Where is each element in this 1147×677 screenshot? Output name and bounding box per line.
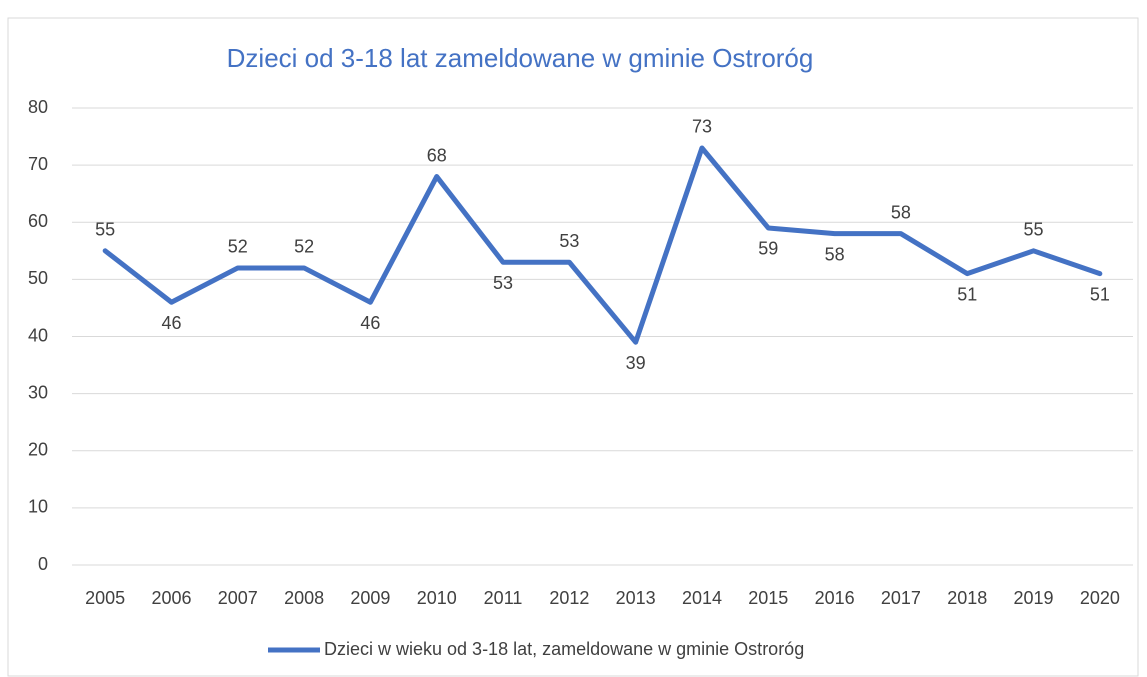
data-label: 53 [493,273,513,293]
y-tick-label: 60 [28,211,48,231]
x-tick-label: 2012 [549,588,589,608]
x-tick-label: 2018 [947,588,987,608]
x-tick-label: 2016 [815,588,855,608]
y-tick-label: 70 [28,154,48,174]
x-tick-label: 2014 [682,588,722,608]
x-tick-label: 2006 [151,588,191,608]
data-label: 68 [427,145,447,165]
data-label: 58 [825,244,845,264]
chart-border [7,17,1139,677]
data-label: 52 [228,237,248,257]
y-tick-label: 40 [28,325,48,345]
line-series [102,145,1103,345]
chart-title: Dzieci od 3-18 lat zameldowane w gminie … [227,43,814,73]
x-tick-label: 2005 [85,588,125,608]
x-tick-label: 2009 [350,588,390,608]
y-tick-label: 0 [38,554,48,574]
x-tick-label: 2017 [881,588,921,608]
y-tick-label: 20 [28,440,48,460]
x-tick-label: 2019 [1014,588,1054,608]
x-tick-label: 2020 [1080,588,1120,608]
x-tick-label: 2011 [484,588,523,608]
data-label: 59 [758,239,778,259]
data-label: 53 [559,231,579,251]
legend-label: Dzieci w wieku od 3-18 lat, zameldowane … [324,639,804,659]
y-tick-label: 10 [28,497,48,517]
data-label: 52 [294,237,314,257]
data-label: 58 [891,202,911,222]
y-tick-label: 30 [28,382,48,402]
data-label: 55 [95,220,115,240]
data-label: 46 [360,313,380,333]
y-tick-label: 50 [28,268,48,288]
x-tick-label: 2008 [284,588,324,608]
data-label: 51 [1090,284,1110,304]
x-tick-label: 2015 [748,588,788,608]
data-label: 55 [1024,220,1044,240]
y-tick-label: 80 [28,97,48,117]
x-tick-label: 2007 [218,588,258,608]
data-label: 46 [161,313,181,333]
data-label: 39 [626,353,646,373]
x-tick-label: 2010 [417,588,457,608]
data-label: 51 [957,284,977,304]
data-label: 73 [692,117,712,137]
x-tick-label: 2013 [616,588,656,608]
